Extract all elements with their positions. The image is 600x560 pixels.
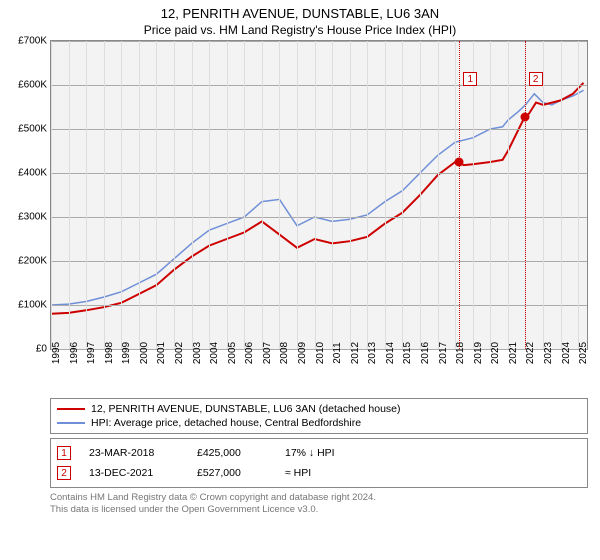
y-axis-tick-label: £400K xyxy=(18,168,47,179)
x-axis-tick-label: 2015 xyxy=(402,342,413,364)
x-axis-tick-label: 2019 xyxy=(473,342,484,364)
x-axis-tick-label: 2007 xyxy=(262,342,273,364)
x-axis-tick-label: 2021 xyxy=(508,342,519,364)
chart-title: 12, PENRITH AVENUE, DUNSTABLE, LU6 3AN xyxy=(0,0,600,21)
x-axis-tick-label: 2023 xyxy=(543,342,554,364)
footer-line: Contains HM Land Registry data © Crown c… xyxy=(50,492,588,504)
x-axis-tick-label: 2024 xyxy=(561,342,572,364)
footer-attribution: Contains HM Land Registry data © Crown c… xyxy=(50,492,588,517)
legend: 12, PENRITH AVENUE, DUNSTABLE, LU6 3AN (… xyxy=(50,398,588,434)
event-point-icon xyxy=(455,158,464,167)
event-marker-icon: 1 xyxy=(463,72,477,86)
x-axis-tick-label: 2009 xyxy=(297,342,308,364)
event-date: 13-DEC-2021 xyxy=(89,467,179,479)
y-axis-tick-label: £300K xyxy=(18,212,47,223)
event-date: 23-MAR-2018 xyxy=(89,447,179,459)
x-axis-tick-label: 2006 xyxy=(244,342,255,364)
event-marker-icon: 2 xyxy=(529,72,543,86)
y-axis-tick-label: £100K xyxy=(18,300,47,311)
y-axis-tick-label: £0 xyxy=(36,344,47,355)
legend-row-property: 12, PENRITH AVENUE, DUNSTABLE, LU6 3AN (… xyxy=(57,402,581,416)
x-axis-tick-label: 2005 xyxy=(227,342,238,364)
x-axis-tick-label: 2002 xyxy=(174,342,185,364)
legend-label: 12, PENRITH AVENUE, DUNSTABLE, LU6 3AN (… xyxy=(91,403,401,415)
events-table: 1 23-MAR-2018 £425,000 17% ↓ HPI 2 13-DE… xyxy=(50,438,588,488)
event-note: ≈ HPI xyxy=(285,467,311,479)
legend-label: HPI: Average price, detached house, Cent… xyxy=(91,417,361,429)
x-axis-tick-label: 2022 xyxy=(525,342,536,364)
event-marker-icon: 2 xyxy=(57,466,71,480)
y-axis-tick-label: £700K xyxy=(18,36,47,47)
plot-area: £0£100K£200K£300K£400K£500K£600K£700K199… xyxy=(50,40,588,350)
event-price: £425,000 xyxy=(197,447,267,459)
x-axis-tick-label: 2003 xyxy=(192,342,203,364)
event-note: 17% ↓ HPI xyxy=(285,447,335,459)
x-axis-tick-label: 1995 xyxy=(51,342,62,364)
x-axis-tick-label: 2025 xyxy=(578,342,589,364)
line-plot-svg xyxy=(51,41,587,349)
x-axis-tick-label: 2011 xyxy=(332,342,343,364)
chart-container: 12, PENRITH AVENUE, DUNSTABLE, LU6 3AN P… xyxy=(0,0,600,560)
event-price: £527,000 xyxy=(197,467,267,479)
event-marker-icon: 1 xyxy=(57,446,71,460)
x-axis-tick-label: 2000 xyxy=(139,342,150,364)
x-axis-tick-label: 2001 xyxy=(156,342,167,364)
y-axis-tick-label: £500K xyxy=(18,124,47,135)
event-row: 2 13-DEC-2021 £527,000 ≈ HPI xyxy=(57,463,581,483)
footer-line: This data is licensed under the Open Gov… xyxy=(50,504,588,516)
x-axis-tick-label: 2017 xyxy=(438,342,449,364)
legend-swatch-icon xyxy=(57,422,85,424)
x-axis-tick-label: 1996 xyxy=(69,342,80,364)
x-axis-tick-label: 2020 xyxy=(490,342,501,364)
x-axis-tick-label: 2016 xyxy=(420,342,431,364)
chart-subtitle: Price paid vs. HM Land Registry's House … xyxy=(0,21,600,40)
x-axis-tick-label: 2010 xyxy=(315,342,326,364)
x-axis-tick-label: 2014 xyxy=(385,342,396,364)
x-axis-tick-label: 2012 xyxy=(350,342,361,364)
y-axis-tick-label: £200K xyxy=(18,256,47,267)
legend-swatch-icon xyxy=(57,408,85,411)
legend-row-hpi: HPI: Average price, detached house, Cent… xyxy=(57,416,581,430)
x-axis-tick-label: 1999 xyxy=(121,342,132,364)
x-axis-tick-label: 1997 xyxy=(86,342,97,364)
event-row: 1 23-MAR-2018 £425,000 17% ↓ HPI xyxy=(57,443,581,463)
x-axis-tick-label: 1998 xyxy=(104,342,115,364)
x-axis-tick-label: 2018 xyxy=(455,342,466,364)
x-axis-tick-label: 2008 xyxy=(279,342,290,364)
x-axis-tick-label: 2004 xyxy=(209,342,220,364)
x-axis-tick-label: 2013 xyxy=(367,342,378,364)
y-axis-tick-label: £600K xyxy=(18,80,47,91)
event-point-icon xyxy=(520,113,529,122)
